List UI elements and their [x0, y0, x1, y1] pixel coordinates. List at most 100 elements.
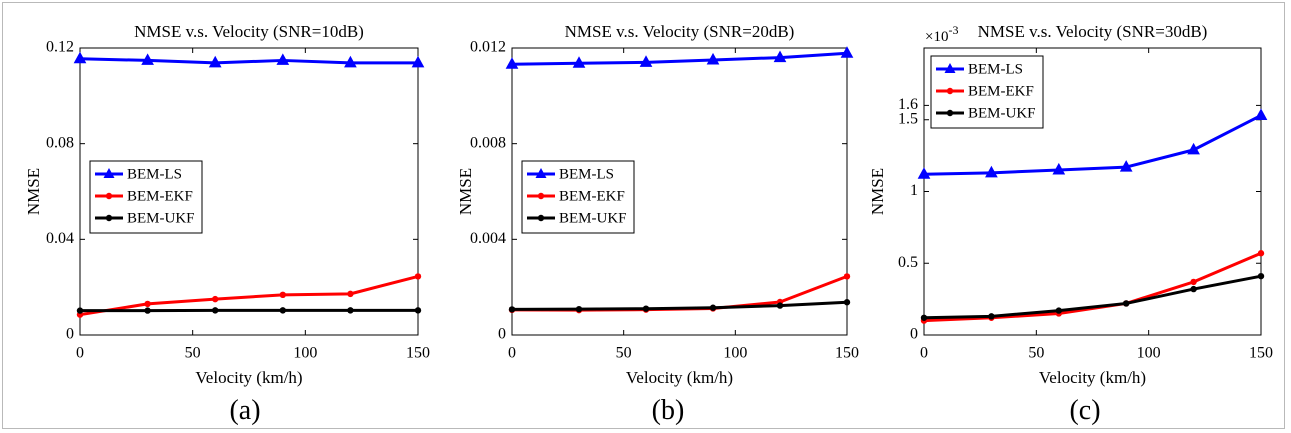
x-tick-label: 50 — [616, 345, 632, 362]
data-point-bem-ekf — [843, 273, 851, 280]
series-line-bem-ukf — [511, 300, 848, 311]
data-point-bem-ukf — [212, 307, 219, 314]
data-point-bem-ukf — [1190, 285, 1197, 293]
x-tick-label: 150 — [1249, 345, 1273, 362]
data-point-bem-ls — [706, 52, 720, 65]
data-point-bem-ls — [840, 46, 854, 58]
y-tick-label: 1.6 — [898, 96, 918, 113]
exponent-power: -3 — [948, 23, 958, 37]
legend-marker — [105, 214, 113, 222]
data-point-bem-ukf — [843, 299, 851, 306]
y-tick-label: 1.5 — [898, 110, 918, 127]
legend-marker — [946, 109, 954, 117]
data-point-bem-ls — [208, 55, 222, 68]
data-point-bem-ls — [639, 55, 653, 67]
panel-label-c: (c) — [1069, 395, 1101, 426]
y-tick-label: 0.12 — [46, 39, 74, 56]
data-point-bem-ekf — [347, 290, 354, 298]
x-tick-label: 0 — [508, 345, 516, 362]
x-axis-label: Velocity (km/h) — [1039, 368, 1146, 387]
legend-marker — [944, 63, 956, 73]
data-point-bem-ukf — [144, 307, 151, 314]
y-tick-label: 1 — [910, 182, 918, 199]
legend-label-bem-ukf: BEM-UKF — [127, 210, 195, 226]
data-point-bem-ekf — [1190, 278, 1197, 286]
x-tick-label: 100 — [293, 345, 317, 362]
legend-label-bem-ls: BEM-LS — [127, 166, 182, 182]
y-axis-label: NMSE — [24, 168, 43, 215]
legend-label-bem-ls: BEM-LS — [559, 166, 614, 182]
x-tick-label: 100 — [723, 345, 747, 362]
data-point-bem-ukf — [1055, 307, 1063, 314]
series-line-bem-ukf — [923, 274, 1262, 320]
series-line-bem-ls — [511, 51, 848, 66]
y-axis-label: NMSE — [868, 168, 887, 215]
legend-marker — [535, 168, 547, 178]
data-point-bem-ls — [1119, 160, 1133, 172]
y-tick-label: 0.008 — [470, 134, 506, 151]
data-point-bem-ls — [917, 167, 931, 179]
y-tick-label: 0.04 — [46, 230, 74, 247]
y-tick-label: 0 — [498, 326, 506, 343]
x-tick-label: 50 — [1028, 345, 1044, 362]
data-point-bem-ls — [1187, 142, 1200, 155]
y-tick-label: 0 — [66, 326, 74, 343]
y-tick-label: 0.08 — [46, 134, 74, 151]
data-point-bem-ekf — [144, 300, 151, 308]
data-point-bem-ls — [411, 55, 425, 68]
legend-label-bem-ekf: BEM-EKF — [559, 188, 625, 204]
y-tick-label: 0.004 — [470, 230, 506, 247]
legend-marker — [537, 214, 545, 222]
x-tick-label: 100 — [1137, 345, 1161, 362]
x-axis-label: Velocity (km/h) — [195, 368, 302, 387]
data-point-bem-ls — [1254, 108, 1268, 120]
exponent-label: ×10-3 — [925, 23, 958, 45]
series-line-bem-ls — [79, 57, 418, 65]
data-point-bem-ls — [985, 165, 998, 178]
data-point-bem-ukf — [988, 313, 995, 320]
data-point-bem-ukf — [575, 305, 583, 313]
axes-box — [79, 47, 419, 336]
data-point-bem-ekf — [212, 295, 219, 303]
data-point-bem-ls — [572, 56, 586, 68]
x-tick-label: 0 — [920, 345, 928, 362]
chart-title: NMSE v.s. Velocity (SNR=10dB) — [134, 22, 364, 41]
data-point-bem-ls — [73, 51, 87, 64]
data-point-bem-ls — [505, 57, 519, 69]
legend-marker — [537, 192, 545, 200]
x-tick-label: 50 — [185, 345, 201, 362]
chart-title: NMSE v.s. Velocity (SNR=30dB) — [978, 22, 1208, 41]
legend-marker — [946, 87, 954, 95]
legend-marker — [103, 168, 115, 178]
data-point-bem-ekf — [1257, 250, 1265, 257]
y-tick-label: 0 — [910, 326, 918, 343]
data-point-bem-ls — [344, 55, 357, 68]
data-point-bem-ekf — [279, 291, 286, 299]
data-point-bem-ukf — [642, 305, 650, 312]
legend-label-bem-ekf: BEM-EKF — [968, 83, 1034, 99]
legend-label-bem-ukf: BEM-UKF — [968, 105, 1036, 121]
data-point-bem-ukf — [1123, 300, 1130, 307]
y-tick-label: 0.5 — [898, 254, 918, 271]
legend-label-bem-ls: BEM-LS — [968, 61, 1023, 77]
axes-box — [511, 47, 848, 336]
legend-marker — [105, 192, 113, 200]
y-tick-label: 0.012 — [470, 39, 506, 56]
y-axis-label: NMSE — [456, 168, 475, 215]
panel-label-a: (a) — [229, 395, 261, 426]
series-line-bem-ls — [923, 114, 1262, 176]
x-tick-label: 150 — [406, 345, 430, 362]
data-point-bem-ls — [773, 50, 787, 63]
series-line-bem-ekf — [79, 274, 419, 317]
data-point-bem-ls — [141, 53, 154, 65]
data-point-bem-ukf — [776, 302, 784, 309]
data-point-bem-ukf — [709, 304, 717, 311]
data-point-bem-ukf — [279, 307, 286, 314]
data-point-bem-ukf — [1257, 272, 1265, 280]
x-tick-label: 150 — [835, 345, 859, 362]
data-point-bem-ukf — [508, 306, 516, 313]
chart-title: NMSE v.s. Velocity (SNR=20dB) — [565, 22, 795, 41]
data-point-bem-ukf — [920, 314, 928, 321]
legend-label-bem-ekf: BEM-EKF — [127, 188, 193, 204]
